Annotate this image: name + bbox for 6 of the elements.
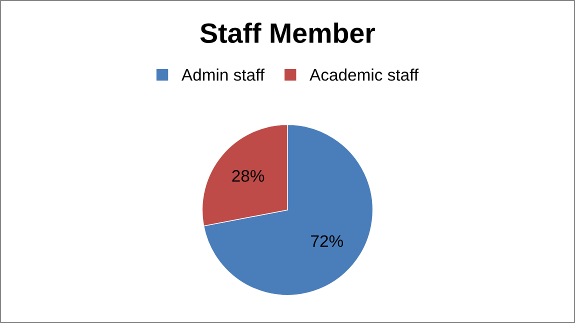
legend-label: Admin staff [181,68,265,81]
chart-title: Staff Member [200,22,376,44]
data-label: 28% [232,170,264,182]
data-label: 72% [311,235,344,247]
legend-label: Academic staff [310,68,419,81]
pie-slice [203,124,374,296]
